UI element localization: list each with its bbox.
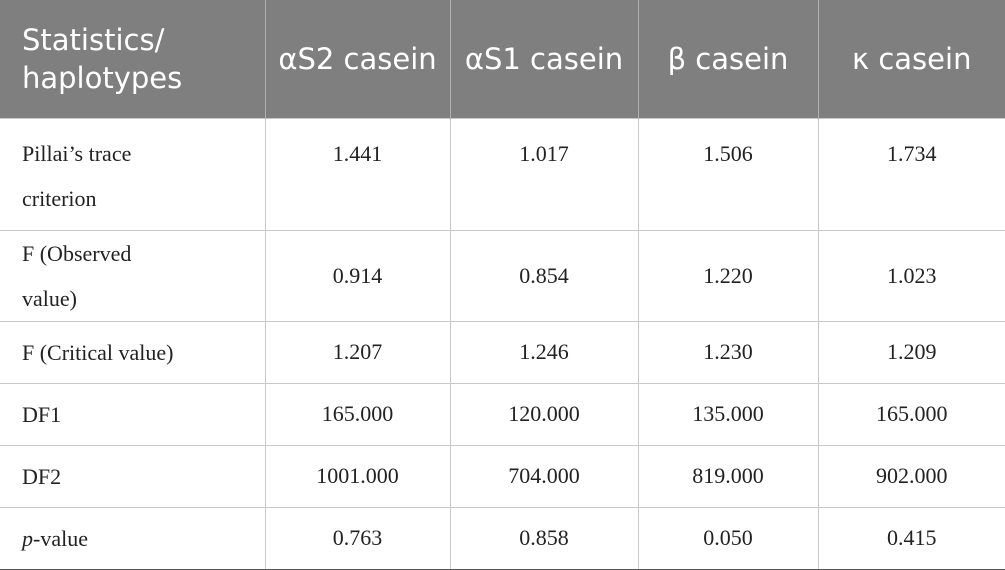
table-row: p-value 0.763 0.858 0.050 0.415 [0, 506, 1005, 570]
row-label: DF2 [0, 444, 265, 507]
header-cell: αS2 casein [264, 0, 450, 118]
value-cell: 819.000 [637, 444, 818, 507]
value-cell: 0.858 [449, 506, 638, 570]
header-cell: αS1 casein [449, 0, 638, 118]
row-label: F (Observed value) [0, 229, 265, 321]
value-cell: 165.000 [817, 382, 1005, 445]
value-cell: 120.000 [449, 382, 638, 445]
value-cell: 1.207 [264, 320, 450, 383]
value-cell: 1.017 [449, 117, 638, 230]
value-cell: 1.734 [817, 117, 1005, 230]
row-label: Pillai’s trace criterion [0, 117, 265, 230]
label-text: F (Critical value) [22, 339, 174, 365]
header-cell: Statistics/ haplotypes [0, 0, 265, 118]
value-cell: 902.000 [817, 444, 1005, 507]
value-cell: 1.441 [264, 117, 450, 230]
row-label: F (Critical value) [0, 320, 265, 383]
value-cell: 0.415 [817, 506, 1005, 570]
table-row: F (Critical value) 1.207 1.246 1.230 1.209 [0, 320, 1005, 383]
value-cell: 1.506 [637, 117, 818, 230]
table-row: DF2 1001.000 704.000 819.000 902.000 [0, 444, 1005, 507]
label-text: p [22, 525, 33, 551]
value-cell: 1.230 [637, 320, 818, 383]
value-cell: 1.209 [817, 320, 1005, 383]
label-text: DF1 [22, 401, 62, 427]
value-cell: 135.000 [637, 382, 818, 445]
label-text: DF2 [22, 463, 62, 489]
value-cell: 1001.000 [264, 444, 450, 507]
table-row: Pillai’s trace criterion 1.441 1.017 1.506 1… [0, 117, 1005, 230]
value-cell: 0.763 [264, 506, 450, 570]
value-cell: 1.220 [637, 229, 818, 321]
value-cell: 0.914 [264, 229, 450, 321]
table-row: F (Observed value) 0.914 0.854 1.220 1.023 [0, 229, 1005, 321]
label-text: -value [33, 525, 88, 551]
value-cell: 165.000 [264, 382, 450, 445]
label-text: F (Observed value) [22, 240, 132, 311]
header-cell: κ casein [817, 0, 1005, 118]
header-cell: β casein [637, 0, 818, 118]
table-body: Pillai’s trace criterion 1.441 1.017 1.506 1… [0, 117, 1005, 570]
value-cell: 1.246 [449, 320, 638, 383]
value-cell: 704.000 [449, 444, 638, 507]
table-row: DF1 165.000 120.000 135.000 165.000 [0, 382, 1005, 445]
label-text: Pillai’s trace criterion [22, 140, 132, 211]
row-label: DF1 [0, 382, 265, 445]
row-label: p-value [0, 506, 265, 570]
value-cell: 0.854 [449, 229, 638, 321]
value-cell: 1.023 [817, 229, 1005, 321]
header-row: Statistics/ haplotypes αS2 casein αS1 case… [0, 0, 1005, 118]
value-cell: 0.050 [637, 506, 818, 570]
